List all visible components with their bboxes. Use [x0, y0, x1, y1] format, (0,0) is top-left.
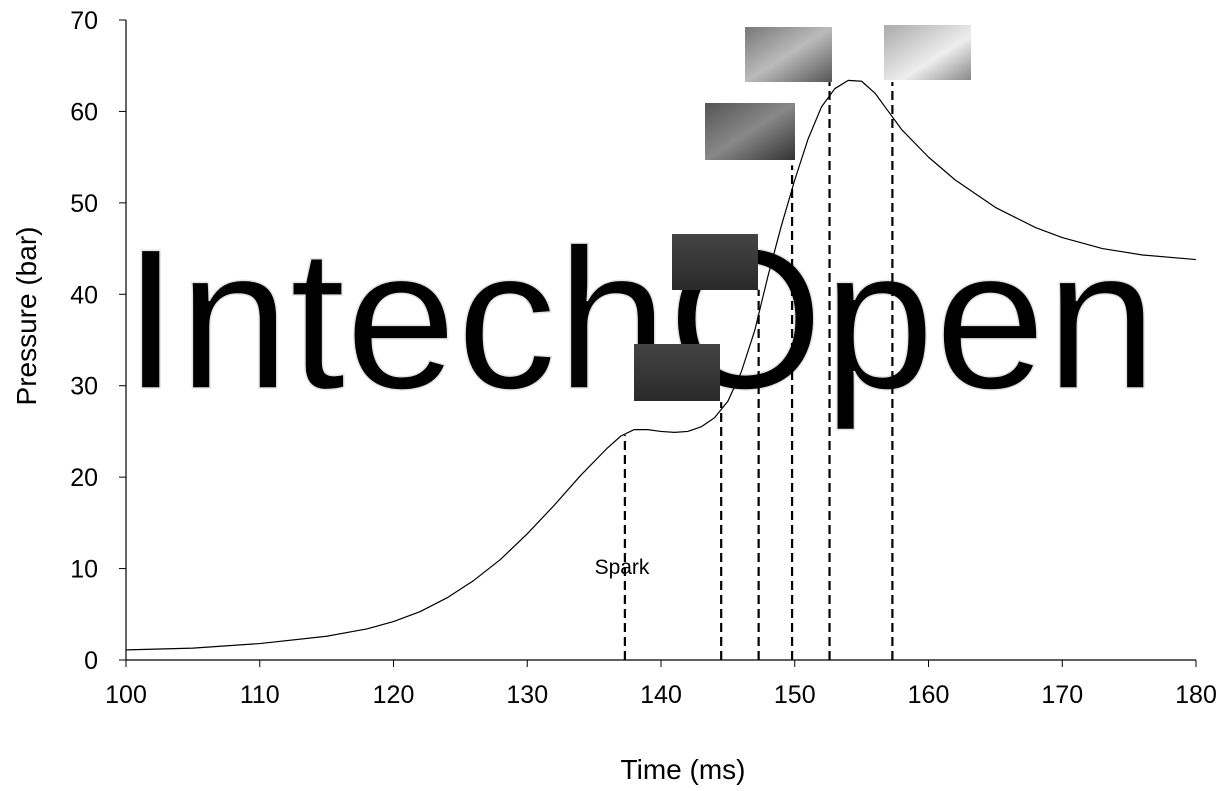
x-axis-title: Time (ms) — [621, 754, 746, 785]
y-axis-title: Pressure (bar) — [11, 227, 42, 406]
frame-image — [672, 234, 758, 290]
x-tick-label: 130 — [506, 681, 548, 709]
y-tick-label: 70 — [70, 7, 98, 35]
x-tick-label: 110 — [240, 681, 280, 709]
x-tick-label: 120 — [373, 681, 415, 709]
y-tick-label: 0 — [84, 647, 98, 675]
watermark: IntechOpen — [123, 208, 1157, 431]
flame-frames — [634, 25, 971, 401]
x-tick-label: 100 — [105, 681, 147, 709]
frame-image — [745, 27, 832, 82]
x-tick-label: 180 — [1175, 681, 1217, 709]
data-line — [125, 79, 1197, 651]
y-tick-label: 10 — [70, 556, 98, 584]
y-tick-label: 30 — [70, 373, 98, 401]
frame-image — [884, 25, 971, 80]
y-tick-label: 50 — [70, 190, 98, 218]
x-tick-label: 140 — [640, 681, 682, 709]
y-tick-label: 60 — [70, 98, 98, 126]
x-tick-label: 150 — [774, 681, 816, 709]
x-tick-label: 160 — [908, 681, 950, 709]
x-tick-label: 170 — [1041, 681, 1083, 709]
frame-image — [634, 344, 720, 401]
annotation: Spark — [595, 556, 650, 579]
y-tick-label: 40 — [70, 281, 98, 309]
y-tick-label: 20 — [70, 464, 98, 492]
frame-image — [705, 103, 795, 160]
